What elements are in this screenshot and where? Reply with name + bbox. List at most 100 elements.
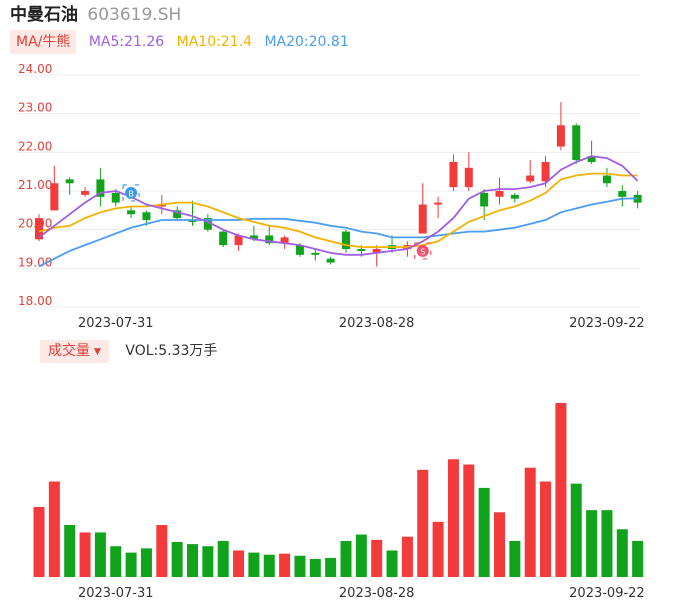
candle-body — [602, 175, 611, 184]
volume-bar — [48, 481, 60, 577]
volume-bar — [494, 512, 505, 577]
ma-lines — [38, 155, 639, 268]
volume-bar — [601, 510, 613, 577]
candle-body — [249, 235, 258, 240]
candle-body — [65, 179, 74, 184]
candle-body — [556, 125, 565, 147]
candle-body — [326, 258, 335, 263]
ma10-line — [38, 172, 638, 249]
ma-type-button[interactable]: MA/牛熊 — [10, 30, 77, 54]
volume-bar — [125, 552, 137, 577]
candle-body — [203, 218, 212, 230]
volume-bar — [478, 487, 490, 577]
candle-body — [295, 245, 304, 255]
candle-body — [418, 204, 427, 234]
volume-bar — [309, 558, 321, 577]
volume-bar — [187, 544, 198, 577]
low-marker-text: B — [128, 189, 134, 198]
volume-value: VOL:5.33万手 — [125, 343, 218, 359]
candle-body — [633, 194, 642, 203]
candle-body — [96, 179, 105, 197]
volume-bar — [340, 540, 352, 577]
x-tick-label: 2023-07-31 — [78, 316, 154, 331]
volume-bar — [140, 548, 152, 577]
price-tick-label: 24.00 — [18, 62, 52, 76]
ma5-label: MA5:21.26 — [88, 34, 165, 50]
volume-bar — [33, 506, 45, 577]
candle-body — [188, 220, 197, 222]
x-tick-label: 2023-08-28 — [339, 586, 415, 601]
volume-bar — [371, 539, 383, 577]
candle-body — [495, 191, 504, 197]
marker-dot — [125, 186, 138, 199]
candle-body — [342, 231, 350, 249]
volume-type-label: 成交量 — [48, 343, 90, 359]
candle-body — [157, 204, 166, 207]
x-tick-label: 2023-08-28 — [339, 316, 415, 331]
caret-down-icon: ▼ — [94, 347, 101, 357]
volume-bar — [325, 557, 337, 577]
volume-bar — [94, 532, 106, 577]
volume-bar — [217, 540, 229, 577]
candle-body — [587, 156, 596, 162]
candle-body — [449, 162, 458, 188]
candle-body — [50, 183, 59, 211]
volume-bar — [586, 510, 598, 577]
volume-bar — [110, 546, 122, 577]
marker-frame — [122, 184, 140, 202]
ma5-line — [38, 155, 639, 256]
price-tick-label: 21.00 — [18, 178, 52, 192]
price-tick-label: 23.00 — [18, 101, 52, 115]
volume-bar — [417, 469, 429, 577]
x-tick-label: 2023-09-22 — [569, 586, 645, 601]
volume-bar — [233, 550, 245, 577]
x-axis-price: 2023-07-31 2023-08-28 2023-09-22 — [78, 316, 645, 331]
candle-body — [526, 175, 535, 182]
price-tick-label: 22.00 — [18, 139, 52, 153]
volume-bar — [79, 532, 91, 577]
candle-body — [618, 191, 627, 197]
candle-body — [111, 192, 120, 203]
candle-body — [372, 249, 381, 253]
candle-body — [219, 231, 228, 246]
volume-bar — [294, 555, 306, 577]
volume-bar — [386, 550, 398, 577]
ma10-label: MA10:21.4 — [176, 34, 252, 50]
low-marker: B — [122, 184, 140, 202]
x-axis-volume: 2023-07-31 2023-08-28 2023-09-22 — [78, 586, 645, 601]
volume-bar — [555, 403, 567, 577]
volume-bar — [524, 467, 536, 577]
volume-bar — [632, 540, 644, 577]
price-tick-label: 18.00 — [18, 294, 52, 308]
ma20-line — [38, 197, 638, 268]
volume-bar — [202, 546, 214, 577]
candle-body — [572, 125, 581, 161]
volume-bar — [64, 525, 76, 577]
volume-type-button[interactable]: 成交量 ▼ — [40, 340, 109, 363]
volume-bar — [447, 459, 459, 577]
volume-bar — [401, 536, 413, 577]
marker-frame — [414, 242, 432, 260]
price-tick-label: 19.00 — [18, 255, 52, 269]
stock-title: 中曼石油 603619.SH — [10, 4, 181, 26]
high-marker-text: S — [420, 247, 425, 256]
candle-body — [357, 249, 366, 251]
candle-body — [234, 235, 243, 246]
ma-legend: MA/牛熊 MA5:21.26 MA10:21.4 MA20:20.81 — [10, 30, 349, 54]
volume-bar — [570, 483, 582, 577]
volume-bar — [171, 541, 183, 577]
volume-bar — [463, 464, 475, 577]
ma20-label: MA20:20.81 — [264, 34, 349, 50]
markers: BS — [122, 184, 432, 260]
candle-body — [280, 237, 289, 244]
volume-bar — [509, 540, 521, 577]
candle-body — [510, 194, 519, 199]
x-tick-label: 2023-09-22 — [569, 316, 645, 331]
volume-bar — [616, 529, 628, 577]
candle-body — [464, 167, 473, 188]
volume-legend: 成交量 ▼ VOL:5.33万手 — [40, 340, 218, 363]
candle-body — [265, 235, 274, 244]
candle-body — [173, 210, 182, 219]
